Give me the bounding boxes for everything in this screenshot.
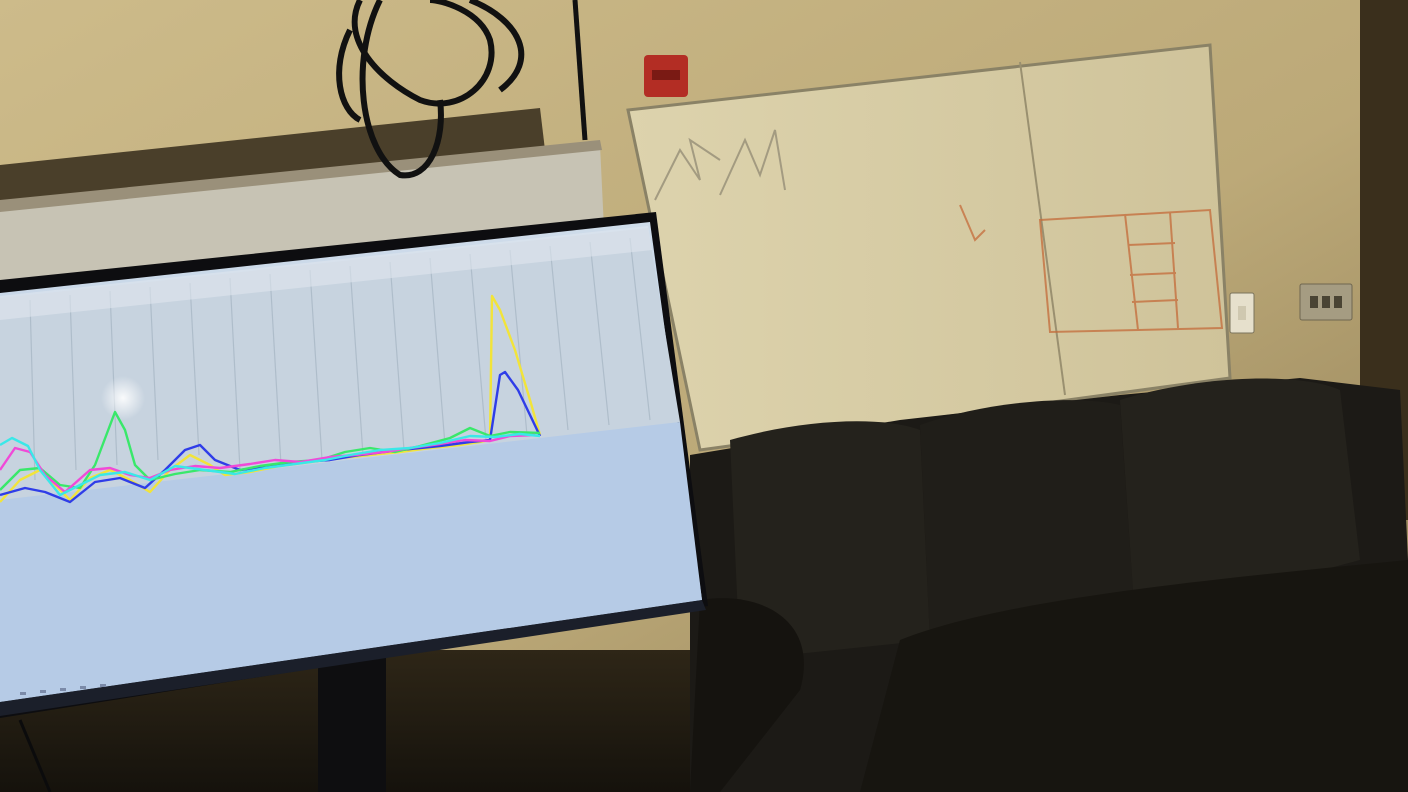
hanging-cables <box>336 0 588 179</box>
couch <box>690 378 1408 792</box>
trace-blue <box>0 370 542 504</box>
monitor-stand <box>318 650 386 792</box>
whiteboard-drawing <box>959 204 1224 334</box>
trace-overlay <box>0 294 542 504</box>
light-switch-icon <box>1229 292 1255 334</box>
whiteboard-seam <box>1019 61 1066 396</box>
monitor-bottom-strip <box>0 600 706 716</box>
trace-cyan <box>0 432 541 497</box>
screen-glare <box>101 376 145 420</box>
trace-green <box>0 410 541 491</box>
trace-magenta <box>0 433 536 494</box>
whiteboard-scribbles <box>654 129 786 201</box>
fire-alarm-icon <box>644 55 688 97</box>
whiteboard <box>626 43 1232 452</box>
screen-lower-panel <box>0 422 702 702</box>
outlet-icon <box>1299 283 1353 321</box>
partition-ledge <box>0 140 602 212</box>
window-frame <box>0 108 545 210</box>
monitor-cable <box>18 719 52 792</box>
